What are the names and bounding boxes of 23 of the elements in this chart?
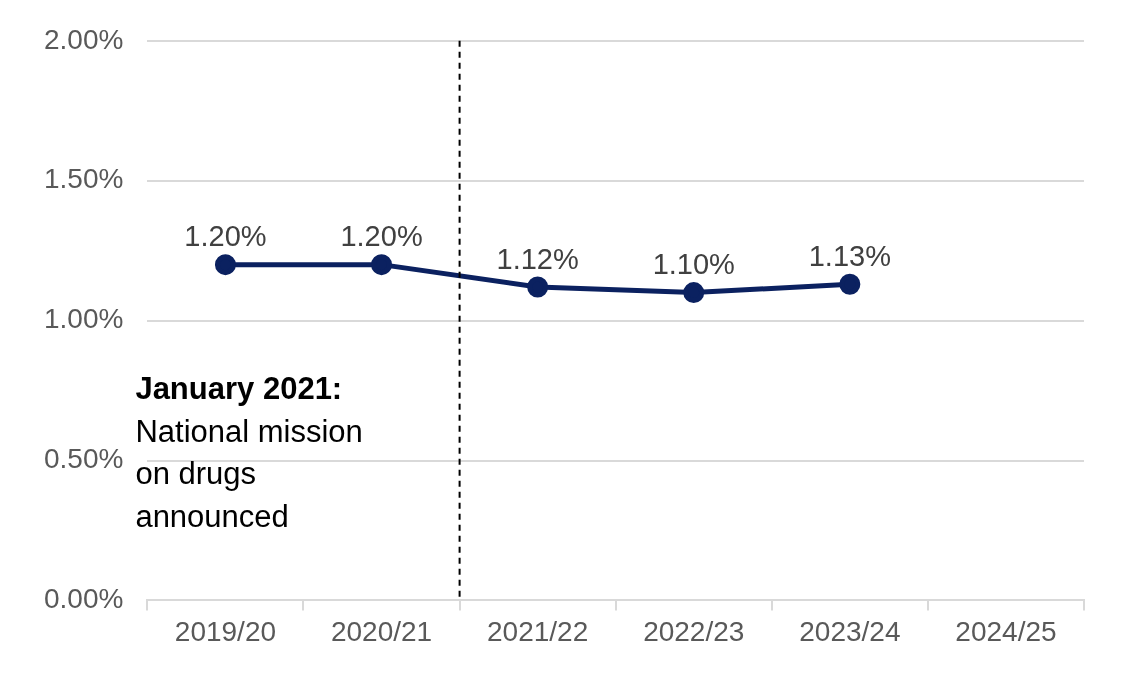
x-tick-label: 2022/23 [643,615,745,647]
data-label: 1.20% [184,220,267,253]
data-label: 1.10% [652,248,735,281]
point [839,273,861,295]
data-label: 1.20% [340,220,423,253]
y-tick-label: 2.00% [43,23,124,55]
point [683,282,705,304]
y-tick-label: 0.50% [43,443,124,475]
y-tick-label: 0.00% [43,583,124,615]
x-tick-label: 2019/20 [174,615,277,647]
x-tick-label: 2020/21 [330,615,433,647]
y-tick-label: 1.00% [43,303,124,335]
point [371,254,393,276]
point [214,254,236,276]
annotation: January 2021: [135,371,343,407]
annotation: National mission on drugs announced [135,413,363,534]
x-tick-label: 2023/24 [799,615,901,647]
y-tick-label: 1.50% [43,163,124,195]
data-label: 1.13% [808,239,891,272]
x-tick-label: 2024/25 [955,615,1057,647]
point [527,276,549,298]
x-tick-label: 2021/22 [487,615,589,647]
data-label: 1.12% [496,242,579,275]
